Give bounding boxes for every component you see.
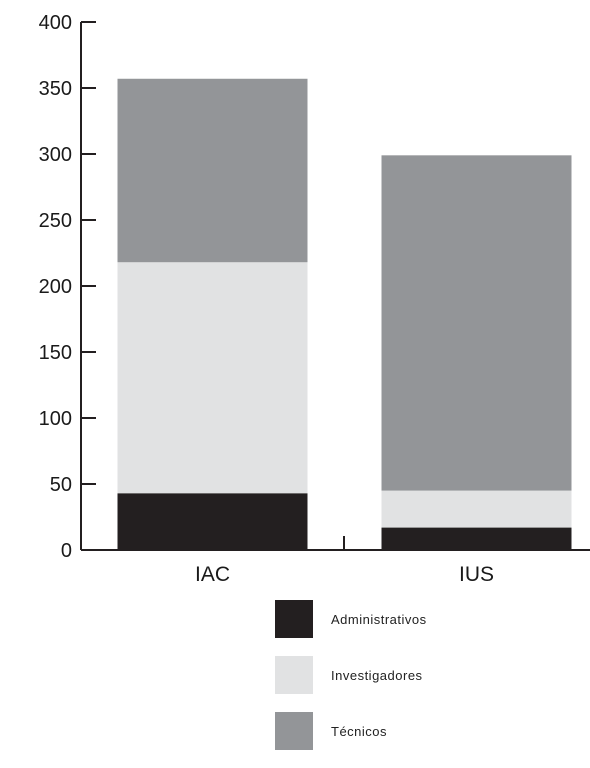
y-tick-label: 350 [39,78,72,100]
legend-item-investigadores: Investigadores [275,656,427,694]
legend-label-investigadores: Investigadores [331,667,423,683]
x-tick-label-ius: IUS [459,563,494,586]
legend-item-administrativos: Administrativos [275,600,427,638]
bar-iac-tecnicos [117,78,308,263]
stacked-bar-chart: 0 50 100 150 200 250 300 350 400 IAC IUS [39,12,590,586]
legend-swatch-tecnicos [275,712,313,750]
y-tick-label: 150 [39,342,72,364]
bar-iac-administrativos [117,493,308,550]
bar-ius-investigadores [381,490,572,528]
y-axis: 0 50 100 150 200 250 300 350 400 [39,12,96,562]
bar-ius-tecnicos [381,155,572,491]
y-tick-label: 250 [39,210,72,232]
bar-ius-administrativos [381,527,572,550]
y-tick-label: 400 [39,12,72,34]
y-tick-label: 200 [39,276,72,298]
legend-swatch-administrativos [275,600,313,638]
legend-label-administrativos: Administrativos [331,611,427,627]
legend-swatch-investigadores [275,656,313,694]
bar-iac-investigadores [117,262,308,494]
y-tick-label: 0 [61,540,72,562]
legend: Administrativos Investigadores Técnicos [275,600,427,768]
legend-label-tecnicos: Técnicos [331,723,388,739]
y-tick-label: 100 [39,408,72,430]
legend-item-tecnicos: Técnicos [275,712,427,750]
y-tick-label: 300 [39,144,72,166]
y-tick-label: 50 [50,474,72,496]
bars [117,78,572,550]
x-tick-label-iac: IAC [195,563,230,586]
